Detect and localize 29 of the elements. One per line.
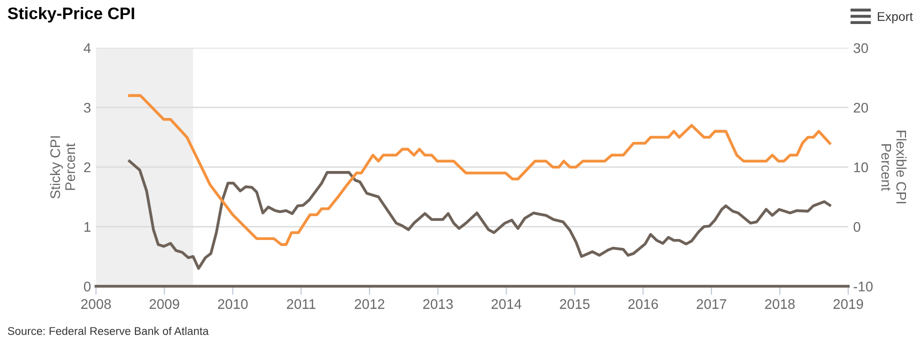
x-tick-label: 2017 <box>696 299 726 309</box>
y-axis-title: Sticky CPI Percent <box>50 136 76 198</box>
y2-tick-label: 0 <box>854 222 860 232</box>
y2-axis-title: Flexible CPI Percent <box>881 130 907 204</box>
x-tick-label: 2009 <box>150 299 180 309</box>
source-note: Source: Federal Reserve Bank of Atlanta <box>8 326 209 335</box>
x-tick-label: 2010 <box>218 299 248 309</box>
x-tick-label: 2011 <box>286 299 316 309</box>
x-tick-label: 2016 <box>628 299 658 309</box>
y-tick-label: 0 <box>84 282 91 292</box>
x-tick-label: 2019 <box>833 299 864 309</box>
y2-tick-label: -10 <box>854 282 873 292</box>
x-tick-label: 2008 <box>81 299 111 309</box>
y-tick-label: 1 <box>84 222 90 232</box>
x-tick-label: 2018 <box>765 299 795 309</box>
y2-tick-label: 20 <box>854 102 868 113</box>
x-tick-label: 2013 <box>423 299 453 309</box>
line-series <box>128 94 832 246</box>
text: Export <box>878 12 913 24</box>
y2-tick-label: 30 <box>854 43 868 54</box>
x-tick-label: 2015 <box>560 299 590 309</box>
line-series <box>128 160 832 270</box>
x-tick-label: 2012 <box>354 299 384 309</box>
y2-tick-label: 10 <box>854 162 868 172</box>
y-tick-label: 2 <box>84 162 90 172</box>
y-tick-label: 3 <box>84 102 91 113</box>
chart-title: Sticky-Price CPI <box>8 7 134 23</box>
x-tick-label: 2014 <box>492 299 522 309</box>
y-tick-label: 4 <box>84 43 91 53</box>
